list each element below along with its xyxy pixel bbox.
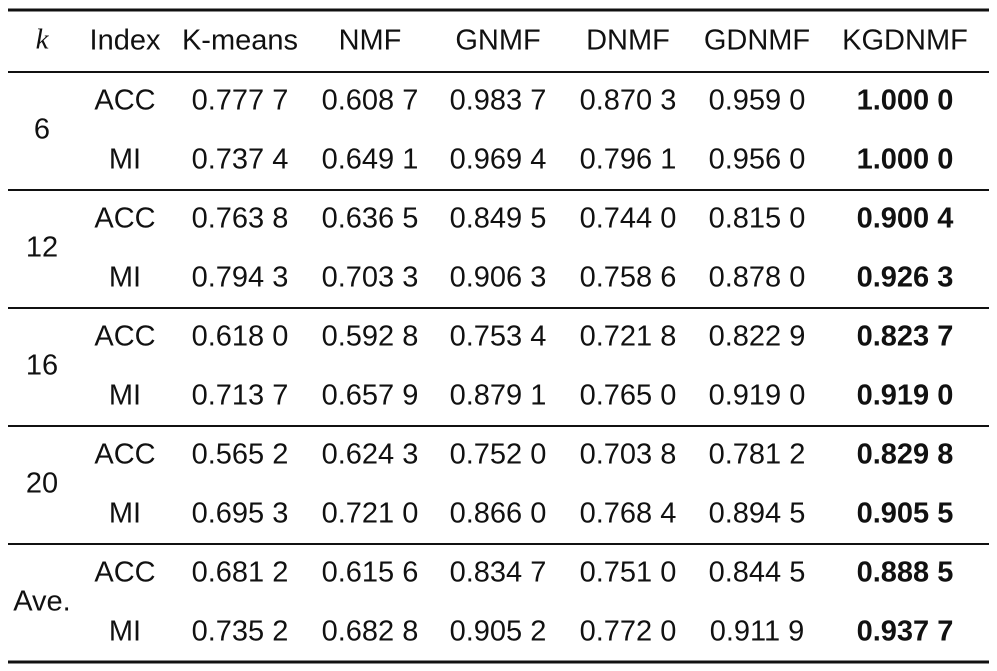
value-cell: 0.844 5: [709, 557, 806, 589]
value-cell: 0.794 3: [192, 262, 289, 294]
value-cell: 0.905 2: [450, 616, 547, 648]
value-cell: 0.959 0: [709, 85, 806, 117]
value-cell: 0.919 0: [709, 380, 806, 412]
value-cell: 0.926 3: [857, 262, 954, 294]
value-cell: 0.681 2: [192, 557, 289, 589]
value-cell: 0.905 5: [857, 498, 954, 530]
index-cell: ACC: [94, 85, 155, 117]
value-cell: 0.768 4: [580, 498, 677, 530]
index-cell: ACC: [94, 557, 155, 589]
index-cell: MI: [109, 616, 141, 648]
value-cell: 0.777 7: [192, 85, 289, 117]
header-cell: DNMF: [586, 25, 670, 57]
index-cell: MI: [109, 262, 141, 294]
value-cell: 0.822 9: [709, 321, 806, 353]
value-cell: 0.618 0: [192, 321, 289, 353]
header-cell: k: [36, 24, 50, 56]
value-cell: 0.636 5: [322, 203, 419, 235]
value-cell: 1.000 0: [857, 144, 954, 176]
value-cell: 0.815 0: [709, 203, 806, 235]
value-cell: 0.772 0: [580, 616, 677, 648]
value-cell: 0.765 0: [580, 380, 677, 412]
value-cell: 0.695 3: [192, 498, 289, 530]
value-cell: 0.615 6: [322, 557, 419, 589]
value-cell: 0.703 8: [580, 439, 677, 471]
index-cell: ACC: [94, 439, 155, 471]
value-cell: 0.763 8: [192, 203, 289, 235]
header-cell: GDNMF: [704, 25, 810, 57]
value-cell: 0.919 0: [857, 380, 954, 412]
value-cell: 0.737 4: [192, 144, 289, 176]
value-cell: 0.735 2: [192, 616, 289, 648]
header-cell: KGDNMF: [842, 25, 968, 57]
value-cell: 0.888 5: [857, 557, 954, 589]
value-cell: 0.721 0: [322, 498, 419, 530]
group-label: 20: [26, 468, 58, 500]
value-cell: 0.866 0: [450, 498, 547, 530]
group-label: 16: [26, 350, 58, 382]
group-label: 6: [34, 114, 50, 146]
index-cell: MI: [109, 144, 141, 176]
group-label: Ave.: [13, 586, 71, 618]
header-cell: Index: [90, 25, 161, 57]
value-cell: 0.879 1: [450, 380, 547, 412]
value-cell: 0.657 9: [322, 380, 419, 412]
value-cell: 0.911 9: [710, 616, 805, 648]
header-cell: GNMF: [455, 25, 540, 57]
header-cell: NMF: [339, 25, 402, 57]
value-cell: 0.870 3: [580, 85, 677, 117]
value-cell: 0.753 4: [450, 321, 547, 353]
value-cell: 0.758 6: [580, 262, 677, 294]
value-cell: 0.894 5: [709, 498, 806, 530]
value-cell: 0.608 7: [322, 85, 419, 117]
value-cell: 0.878 0: [709, 262, 806, 294]
value-cell: 0.834 7: [450, 557, 547, 589]
value-cell: 0.969 4: [450, 144, 547, 176]
value-cell: 0.983 7: [450, 85, 547, 117]
index-cell: MI: [109, 380, 141, 412]
value-cell: 0.703 3: [322, 262, 419, 294]
value-cell: 0.956 0: [709, 144, 806, 176]
value-cell: 0.823 7: [857, 321, 954, 353]
value-cell: 0.744 0: [580, 203, 677, 235]
value-cell: 0.751 0: [580, 557, 677, 589]
value-cell: 0.682 8: [322, 616, 419, 648]
value-cell: 0.624 3: [322, 439, 419, 471]
value-cell: 0.713 7: [192, 380, 289, 412]
value-cell: 0.649 1: [322, 144, 419, 176]
value-cell: 1.000 0: [857, 85, 954, 117]
value-cell: 0.829 8: [857, 439, 954, 471]
index-cell: ACC: [94, 203, 155, 235]
value-cell: 0.796 1: [580, 144, 677, 176]
value-cell: 0.721 8: [580, 321, 677, 353]
index-cell: MI: [109, 498, 141, 530]
value-cell: 0.849 5: [450, 203, 547, 235]
value-cell: 0.752 0: [450, 439, 547, 471]
index-cell: ACC: [94, 321, 155, 353]
value-cell: 0.781 2: [709, 439, 806, 471]
group-label: 12: [26, 232, 58, 264]
value-cell: 0.900 4: [857, 203, 954, 235]
value-cell: 0.906 3: [450, 262, 547, 294]
header-cell: K-means: [182, 25, 298, 57]
value-cell: 0.565 2: [192, 439, 289, 471]
value-cell: 0.937 7: [857, 616, 954, 648]
value-cell: 0.592 8: [322, 321, 419, 353]
